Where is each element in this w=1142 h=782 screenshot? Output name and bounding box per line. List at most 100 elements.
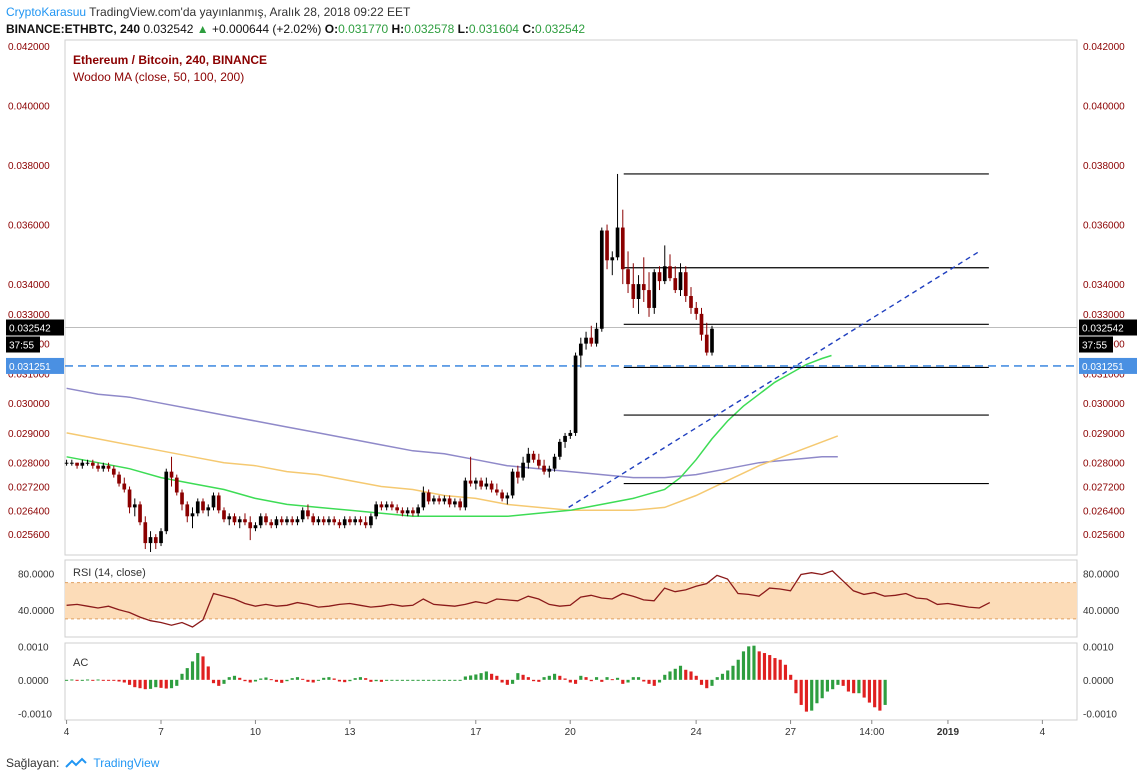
current-price-tag-right: 0.032542 bbox=[1082, 324, 1124, 335]
candle-body bbox=[636, 284, 641, 299]
candle-body bbox=[442, 498, 447, 502]
ac-bar bbox=[385, 679, 389, 681]
ac-bar bbox=[474, 674, 478, 680]
ac-bar bbox=[815, 679, 819, 704]
ac-bar bbox=[810, 679, 814, 711]
ac-bar bbox=[521, 674, 525, 680]
candle-body bbox=[704, 334, 709, 353]
low-value: 0.031604 bbox=[468, 22, 519, 36]
rsi-y-tick-right: 40.0000 bbox=[1083, 606, 1120, 617]
candle-body bbox=[306, 510, 310, 517]
up-arrow-icon: ▲ bbox=[196, 22, 209, 36]
ac-bar bbox=[862, 679, 866, 698]
y-tick-right: 0.034000 bbox=[1083, 280, 1125, 291]
candle-body bbox=[90, 462, 95, 466]
ac-bar bbox=[594, 677, 599, 680]
candle-body bbox=[505, 495, 510, 499]
candle-body bbox=[69, 462, 74, 464]
candle-body bbox=[615, 227, 620, 258]
ac-bar bbox=[547, 675, 551, 680]
candle-body bbox=[169, 471, 174, 478]
candle-body bbox=[447, 498, 452, 505]
ac-bar bbox=[348, 679, 352, 682]
support-tag-right-bg bbox=[1079, 357, 1137, 374]
ac-bar bbox=[343, 679, 347, 683]
publisher-name[interactable]: CryptoKarasuu bbox=[6, 5, 87, 19]
ac-bar bbox=[196, 653, 200, 680]
y-tick-left: 0.028000 bbox=[8, 459, 50, 470]
ac-bar bbox=[154, 679, 158, 688]
y-tick-left: 0.026400 bbox=[8, 506, 50, 517]
ac-bar bbox=[248, 679, 252, 683]
ac-bar bbox=[442, 679, 446, 681]
ac-bar bbox=[306, 679, 310, 682]
candle-body bbox=[468, 480, 473, 484]
candle-body bbox=[584, 337, 588, 344]
ac-bar bbox=[469, 675, 473, 680]
candle-body bbox=[290, 519, 295, 523]
candle-body bbox=[400, 510, 405, 514]
candle-body bbox=[75, 462, 79, 466]
y-tick-right: 0.031000 bbox=[1083, 369, 1125, 380]
ac-bar bbox=[699, 679, 704, 685]
ac-bar bbox=[668, 671, 672, 680]
last-price: 0.032542 bbox=[143, 22, 194, 36]
ac-bar bbox=[841, 679, 845, 686]
candle-body bbox=[432, 498, 436, 502]
ac-bar bbox=[190, 661, 195, 680]
candle-body bbox=[117, 474, 121, 484]
ac-bar bbox=[673, 668, 677, 680]
y-tick-left: 0.029000 bbox=[8, 429, 50, 440]
ac-bar bbox=[274, 679, 279, 682]
y-tick-right: 0.025600 bbox=[1083, 530, 1125, 541]
candle-body bbox=[374, 504, 379, 517]
x-tick-label: 27 bbox=[785, 727, 797, 738]
y-tick-right: 0.030000 bbox=[1083, 399, 1125, 410]
candle-body bbox=[453, 501, 457, 505]
ac-bar bbox=[327, 677, 331, 680]
ac-bar bbox=[820, 679, 824, 699]
ac-bar bbox=[752, 645, 756, 680]
candle-body bbox=[484, 483, 489, 487]
ac-bar bbox=[542, 677, 546, 680]
ac-bar bbox=[232, 675, 237, 680]
ac-bar bbox=[285, 679, 289, 682]
ac-bar bbox=[332, 678, 336, 680]
candle-body bbox=[626, 269, 630, 285]
ac-bar bbox=[825, 679, 830, 692]
y-tick-left: 0.033000 bbox=[8, 310, 50, 321]
ac-bar bbox=[316, 679, 321, 681]
provider-name[interactable]: TradingView bbox=[93, 756, 160, 770]
ac-bar bbox=[789, 674, 793, 680]
ac-bar bbox=[96, 679, 100, 681]
y-tick-right: 0.029000 bbox=[1083, 429, 1125, 440]
ac-bar bbox=[175, 679, 179, 686]
ac-bar bbox=[75, 679, 79, 681]
rsi-y-tick-left: 80.0000 bbox=[18, 570, 55, 581]
footer: Sağlayan: TradingView bbox=[6, 756, 159, 770]
candle-body bbox=[348, 519, 352, 523]
candle-body bbox=[489, 483, 494, 490]
x-tick-label: 24 bbox=[691, 727, 703, 738]
candle-body bbox=[80, 462, 85, 466]
ac-bar bbox=[741, 651, 746, 680]
ac-bar bbox=[416, 679, 420, 681]
ac-bar bbox=[621, 679, 625, 684]
ac-y-tick-left: 0.0000 bbox=[18, 676, 49, 687]
price-pane-frame bbox=[64, 39, 1078, 556]
candle-body bbox=[153, 537, 158, 544]
candle-body bbox=[594, 328, 599, 344]
ac-bar bbox=[138, 679, 142, 689]
candle-body bbox=[353, 519, 358, 523]
candle-body bbox=[311, 516, 316, 523]
ac-bar bbox=[269, 679, 273, 681]
ma-indicator-title: Wodoo MA (close, 50, 100, 200) bbox=[73, 70, 244, 84]
ma50-line bbox=[66, 354, 832, 518]
candle-body bbox=[269, 522, 274, 526]
candle-body bbox=[557, 441, 562, 457]
ac-bar bbox=[615, 677, 620, 680]
candle-body bbox=[85, 462, 90, 464]
candle-body bbox=[379, 504, 384, 508]
ac-bar bbox=[290, 678, 294, 680]
